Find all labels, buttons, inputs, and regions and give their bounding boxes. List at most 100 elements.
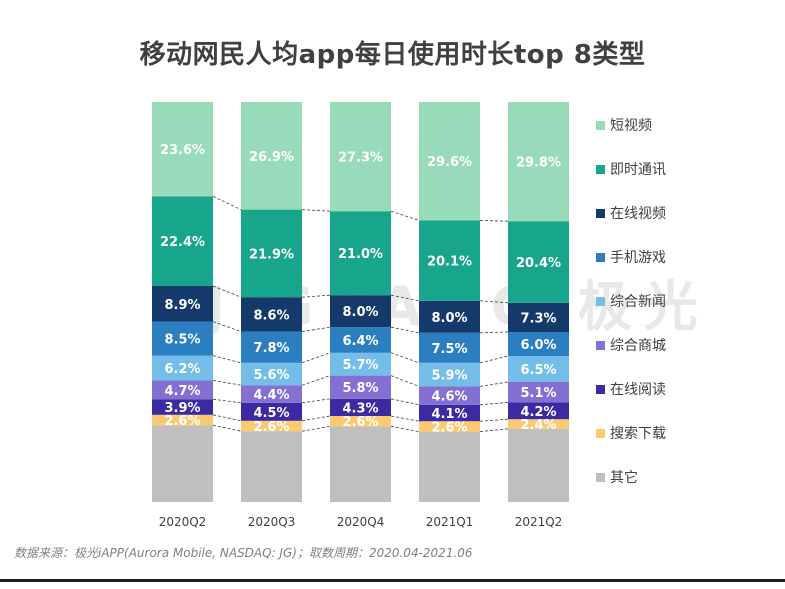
connector-line: [479, 300, 509, 304]
data-label: 6.0%: [520, 338, 556, 353]
data-label: 21.9%: [249, 247, 294, 262]
data-label: 8.9%: [164, 298, 200, 313]
data-label: 5.6%: [253, 368, 289, 383]
data-label: 22.4%: [160, 235, 205, 250]
x-tick-label: 2020Q4: [337, 515, 385, 529]
bar-segment-2020Q4-其它: [330, 426, 391, 502]
bar-segment-2020Q2-搜索下载: [152, 414, 213, 426]
bar-segment-2020Q2-短视频: [152, 102, 213, 197]
data-label: 2.4%: [520, 418, 556, 433]
bar-segment-2020Q3-综合新闻: [241, 362, 302, 386]
bar-segment-2020Q3-搜索下载: [241, 420, 302, 432]
connector-line: [390, 375, 420, 387]
data-label: 2.6%: [431, 420, 467, 435]
bar-segment-2020Q4-综合新闻: [330, 352, 391, 376]
legend-swatch: [596, 297, 605, 306]
bar-segment-2020Q2-在线视频: [152, 286, 213, 322]
bar-segment-2021Q2-综合新闻: [508, 356, 569, 382]
data-label: 29.8%: [516, 156, 561, 171]
data-label: 7.5%: [431, 342, 467, 357]
connector-line: [479, 418, 509, 422]
connector-line: [479, 220, 509, 222]
connector-line: [212, 424, 242, 432]
bar-segment-2021Q1-在线视频: [419, 300, 480, 333]
data-label: 20.4%: [516, 256, 561, 271]
connector-line: [390, 415, 420, 422]
connector-line: [212, 355, 242, 364]
bar-segment-2020Q4-短视频: [330, 102, 391, 212]
data-label: 2.6%: [164, 414, 200, 429]
data-label: 21.0%: [338, 247, 383, 262]
source-note: 数据来源：极光iAPP(Aurora Mobile, NASDAQ: JG)；取…: [14, 546, 473, 560]
connector-line: [479, 428, 509, 432]
bar-segment-2021Q1-手机游戏: [419, 332, 480, 363]
data-label: 4.5%: [253, 406, 289, 421]
bar-segment-2020Q2-综合商城: [152, 380, 213, 400]
connector-line: [301, 415, 331, 422]
connector-line: [390, 426, 420, 432]
connector-line: [212, 380, 242, 386]
bar-segment-2021Q1-综合商城: [419, 386, 480, 405]
data-label: 5.8%: [342, 381, 378, 396]
legend-swatch: [596, 209, 605, 218]
data-label: 27.3%: [338, 151, 383, 166]
legend-swatch: [596, 429, 605, 438]
connector-line: [479, 355, 509, 364]
bar-segment-2021Q2-在线阅读: [508, 402, 569, 420]
x-tick-label: 2021Q1: [426, 515, 474, 529]
bar-segment-2021Q1-即时通讯: [419, 220, 480, 301]
legend-label: 综合商城: [610, 338, 666, 354]
bar-segment-2020Q3-手机游戏: [241, 331, 302, 363]
data-label: 4.4%: [253, 388, 289, 403]
bar-segment-2020Q4-搜索下载: [330, 416, 391, 427]
legend-swatch: [596, 165, 605, 174]
bar-segment-2020Q3-即时通讯: [241, 209, 302, 298]
data-label: 23.6%: [160, 143, 205, 158]
data-label: 26.9%: [249, 150, 294, 165]
connector-line: [212, 285, 242, 298]
connector-line: [301, 375, 331, 386]
bar-segment-2021Q2-搜索下载: [508, 419, 569, 429]
chart-title: 移动网民人均app每日使用时长top 8类型: [139, 40, 646, 70]
data-label: 5.7%: [342, 358, 378, 373]
connector-line: [390, 326, 420, 334]
legend-swatch: [596, 121, 605, 130]
data-label: 7.3%: [520, 311, 556, 326]
bar-segment-2021Q2-手机游戏: [508, 332, 569, 356]
data-label: 8.0%: [431, 311, 467, 326]
bar-segment-2021Q2-其它: [508, 428, 569, 502]
data-label: 4.7%: [164, 384, 200, 399]
data-label: 3.9%: [164, 401, 200, 416]
connector-line: [390, 294, 420, 302]
bar-segment-2021Q1-搜索下载: [419, 421, 480, 432]
data-label: 8.5%: [164, 333, 200, 348]
bar-segment-2021Q1-在线阅读: [419, 404, 480, 422]
bar-segment-2020Q2-综合新闻: [152, 355, 213, 381]
bar-segment-2020Q4-手机游戏: [330, 327, 391, 353]
connector-line: [390, 210, 420, 221]
data-label: 4.2%: [520, 405, 556, 420]
legend-label: 手机游戏: [610, 250, 666, 266]
legend-label: 其它: [610, 469, 638, 486]
legend-swatch: [596, 473, 605, 482]
connector-line: [390, 398, 420, 406]
x-tick-label: 2020Q2: [159, 515, 207, 529]
connector-line: [212, 414, 242, 422]
bar-segment-2020Q3-在线视频: [241, 297, 302, 332]
data-label: 20.1%: [427, 255, 472, 270]
bar-segment-2020Q2-在线阅读: [152, 399, 213, 415]
data-label: 6.5%: [520, 363, 556, 378]
bar-segment-2020Q3-短视频: [241, 102, 302, 210]
x-tick-label: 2020Q3: [248, 515, 296, 529]
data-label: 2.6%: [342, 415, 378, 430]
data-label: 5.9%: [431, 369, 467, 384]
connector-line: [301, 398, 331, 404]
connector-line: [301, 426, 331, 432]
connector-line: [301, 352, 331, 364]
connector-line: [301, 209, 331, 212]
connector-line: [390, 352, 420, 364]
bar-segment-2020Q2-手机游戏: [152, 321, 213, 356]
connector-line: [212, 321, 242, 332]
legend-label: 即时通讯: [610, 162, 666, 178]
